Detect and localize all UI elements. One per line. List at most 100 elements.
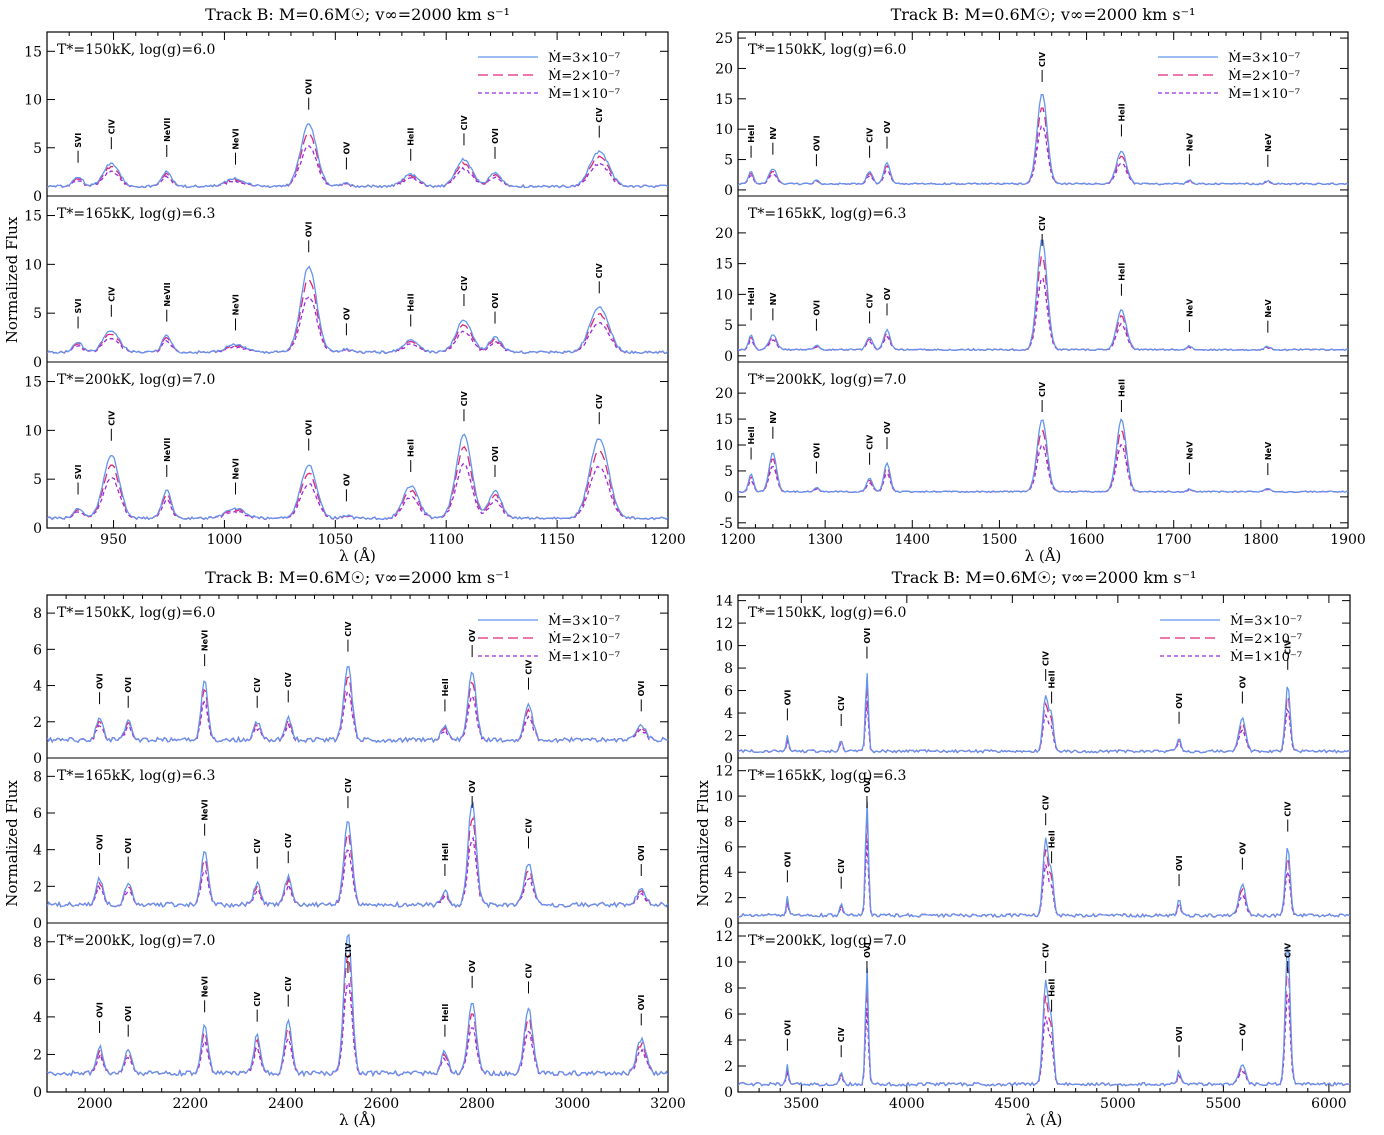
y-tick-label: 10 — [24, 257, 42, 273]
line-id-label: HeII — [407, 128, 416, 146]
line-id-label: CIV — [107, 410, 116, 426]
y-tick-label: 5 — [33, 306, 42, 322]
spectrum-series-2 — [47, 816, 668, 909]
y-tick-label: 20 — [715, 61, 733, 77]
line-id-label: OVI — [305, 420, 314, 436]
x-tick-label: 2200 — [172, 1096, 208, 1112]
line-id-label: OVI — [812, 135, 821, 151]
row-1: 0 2 4 6 8 10 12 14 T*=150kK, log(g)=6.0 OVI CIV OVI… — [715, 594, 1350, 767]
spectrum-series-3 — [738, 277, 1348, 352]
line-id-label: HeII — [1117, 379, 1126, 397]
line-id-label: NV — [769, 126, 778, 140]
spectrum-series-1 — [738, 946, 1350, 1087]
y-tick-label: 6 — [33, 972, 42, 988]
y-tick-label: 15 — [715, 92, 733, 108]
line-id-label: HeII — [747, 125, 756, 143]
legend-entry: Ṁ=3×10⁻⁷ — [548, 612, 620, 629]
spectrum-series-1 — [738, 94, 1348, 186]
line-id-label: OVI — [96, 1002, 105, 1018]
line-id-label: CIV — [525, 963, 534, 979]
y-tick-label: 2 — [33, 1047, 42, 1063]
line-id-label: CIV — [595, 107, 604, 123]
line-id-label: OVI — [305, 222, 314, 238]
legend-entry: Ṁ=1×10⁻⁷ — [1230, 648, 1302, 665]
y-tick-label: 10 — [715, 789, 733, 805]
spectrum-series-1 — [738, 801, 1350, 919]
line-id-label: HeII — [1048, 670, 1057, 688]
row-label: T*=150kK, log(g)=6.0 — [57, 605, 215, 621]
spectrum-series-1 — [738, 239, 1348, 352]
spectrum-series-2 — [738, 429, 1348, 494]
x-tick-label: 2400 — [268, 1096, 304, 1112]
line-id-label: NeVII — [163, 282, 172, 306]
plot-frame — [737, 594, 1351, 1093]
spectrum-series-1 — [47, 665, 668, 744]
line-id-label: CIV — [1042, 650, 1051, 666]
spectrum-series-3 — [738, 840, 1350, 919]
y-tick-label: 0 — [33, 355, 42, 371]
line-id-label: OVI — [812, 443, 821, 459]
y-tick-label: 4 — [33, 1010, 42, 1026]
y-tick-label: 20 — [715, 386, 733, 402]
y-tick-label: 12 — [715, 616, 733, 632]
line-id-label: NeV — [1185, 440, 1194, 459]
line-id-label: CIV — [866, 127, 875, 143]
line-id-label: CIV — [1284, 942, 1293, 958]
y-tick-label: 5 — [724, 464, 733, 480]
spectrum-series-1 — [47, 433, 668, 521]
plot-frame — [46, 594, 669, 1093]
line-id-label: CIV — [837, 1026, 846, 1042]
line-id-label: CIV — [837, 695, 846, 711]
line-id-label: OV — [342, 141, 351, 155]
panel-title: Track B: M=0.6M☉; v∞=2000 km s⁻¹ — [891, 5, 1196, 24]
y-tick-label: 0 — [33, 916, 42, 932]
plot-frame — [737, 31, 1349, 529]
y-tick-label: -5 — [719, 516, 733, 532]
row-label: T*=150kK, log(g)=6.0 — [748, 605, 906, 621]
line-id-label: OVI — [783, 690, 792, 706]
spectrum-series-2 — [47, 676, 668, 744]
line-id-label: CIV — [284, 671, 293, 687]
panel-title: Track B: M=0.6M☉; v∞=2000 km s⁻¹ — [205, 5, 510, 24]
spectrum-series-3 — [47, 295, 668, 355]
line-id-label: OVI — [637, 845, 646, 861]
x-tick-label: 5500 — [1206, 1096, 1242, 1112]
y-tick-label: 15 — [24, 375, 42, 391]
y-tick-label: 12 — [715, 929, 733, 945]
y-tick-label: 8 — [724, 814, 733, 830]
row-1: 0 5 10 15 T*=150kK, log(g)=6.0 SVI CIV NeVII NeV… — [24, 42, 668, 205]
line-id-label: NeV — [1185, 132, 1194, 151]
x-tick-label: 1150 — [539, 532, 575, 548]
y-tick-label: 0 — [33, 751, 42, 767]
line-id-label: OV — [883, 421, 892, 435]
y-tick-label: 4 — [33, 679, 42, 695]
row-label: T*=165kK, log(g)=6.3 — [57, 206, 215, 222]
y-tick-label: 8 — [33, 606, 42, 622]
row-label: T*=165kK, log(g)=6.3 — [748, 768, 906, 784]
y-tick-label: 0 — [33, 1085, 42, 1101]
line-id-label: CIV — [1038, 51, 1047, 67]
line-id-label: OVI — [1175, 693, 1184, 709]
x-tick-label: 4000 — [889, 1096, 925, 1112]
y-tick-label: 6 — [724, 684, 733, 700]
line-id-label: OVI — [124, 838, 133, 854]
x-tick-label: 2800 — [459, 1096, 495, 1112]
line-id-label: SVI — [74, 299, 83, 314]
line-id-label: OV — [342, 307, 351, 321]
line-id-label: SVI — [74, 465, 83, 480]
y-tick-label: 0 — [33, 189, 42, 205]
row-label: T*=150kK, log(g)=6.0 — [748, 42, 906, 58]
line-id-label: CIV — [525, 818, 534, 834]
y-tick-label: 10 — [715, 122, 733, 138]
legend-entry: Ṁ=1×10⁻⁷ — [548, 85, 620, 102]
line-id-label: NeV — [1264, 441, 1273, 460]
y-tick-label: 14 — [715, 594, 733, 610]
legend: Ṁ=3×10⁻⁷Ṁ=2×10⁻⁷Ṁ=1×10⁻⁷ — [478, 49, 620, 102]
row-3: 0 5 10 15 T*=200kK, log(g)=7.0 SVI CIV NeVII NeV… — [24, 361, 668, 537]
spectrum-series-1 — [47, 123, 668, 189]
line-id-label: CIV — [837, 858, 846, 874]
line-id-label: OVI — [1175, 1026, 1184, 1042]
